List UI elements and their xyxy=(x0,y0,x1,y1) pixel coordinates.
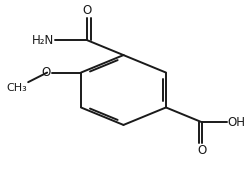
Text: O: O xyxy=(83,4,92,17)
Text: CH₃: CH₃ xyxy=(6,83,27,93)
Text: H₂N: H₂N xyxy=(32,34,54,47)
Text: OH: OH xyxy=(227,116,245,129)
Text: O: O xyxy=(41,66,50,79)
Text: O: O xyxy=(198,144,207,157)
